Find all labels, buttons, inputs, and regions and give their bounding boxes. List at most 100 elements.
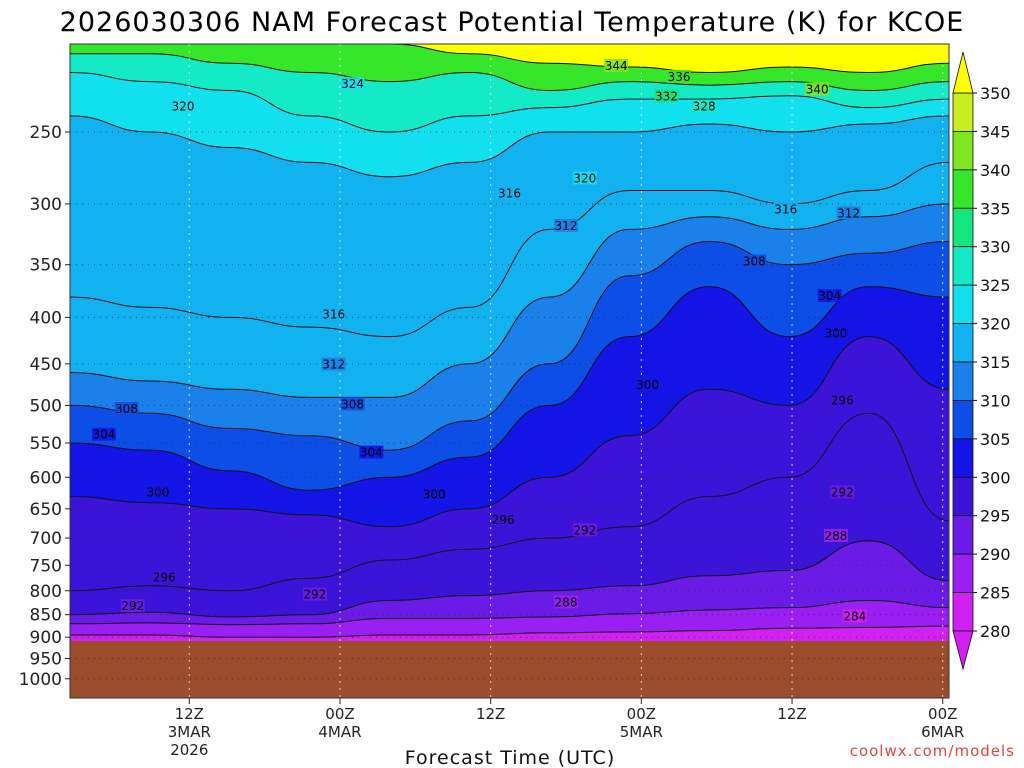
contour-label: 308	[743, 254, 766, 268]
x-tick-label: 00Z	[627, 705, 656, 723]
contour-label: 284	[843, 609, 866, 623]
y-tick-label: 1000	[19, 670, 62, 690]
x-tick-label: 5MAR	[620, 723, 663, 741]
contour-label: 308	[341, 397, 364, 411]
y-tick-label: 750	[30, 556, 62, 576]
colorbar-swatch-295	[952, 476, 974, 517]
contour-label: 332	[655, 89, 678, 103]
y-tick-label: 850	[30, 606, 62, 626]
colorbar-swatch-280	[952, 592, 974, 632]
colorbar-label: 280	[980, 622, 1011, 641]
contour-label-bg	[773, 202, 798, 216]
contour-label: 296	[492, 513, 515, 527]
y-tick-label: 250	[30, 123, 62, 143]
colorbar-swatch-305	[952, 400, 974, 440]
y-tick-label: 900	[30, 628, 62, 648]
x-tick-label: 12Z	[175, 705, 204, 723]
contour-label-bg	[340, 77, 365, 91]
colorbar-label: 340	[980, 161, 1011, 180]
isentrope-292	[69, 540, 950, 618]
contour-label: 304	[360, 446, 383, 460]
contour-label: 328	[693, 100, 716, 114]
contour-label: 312	[555, 219, 578, 233]
colorbar-label: 285	[980, 584, 1011, 603]
contour-label-bg	[359, 445, 384, 459]
contour-label: 300	[423, 487, 446, 501]
colorbar-bottom-arrow	[952, 630, 974, 671]
isentrope-296	[69, 412, 950, 592]
x-tick-label: 12Z	[476, 705, 505, 723]
contour-label: 292	[303, 588, 326, 602]
grid-lines	[70, 44, 949, 698]
plot-frame	[69, 43, 950, 699]
contour-label-bg	[830, 485, 855, 499]
contour-label-bg	[572, 523, 597, 537]
y-tick-label: 550	[30, 434, 62, 454]
isentrope-328	[69, 53, 950, 92]
contour-label-bg	[836, 206, 861, 220]
y-tick-label: 500	[30, 396, 62, 416]
contour-label-bg	[823, 326, 848, 340]
contour-label-bg	[823, 528, 848, 542]
colorbar-swatch-345	[952, 92, 974, 132]
colorbar-swatch-325	[952, 246, 974, 286]
theta-color-fills	[70, 44, 949, 698]
contour-label-bg	[667, 69, 692, 83]
y-axis: 2503003504004505005506006507007508008509…	[19, 123, 70, 690]
isentrope-316	[69, 161, 950, 338]
x-tick-label: 3MAR	[168, 723, 211, 741]
contour-label-bg	[635, 377, 660, 391]
contour-label: 308	[115, 402, 138, 416]
colorbar-label: 295	[980, 507, 1011, 526]
x-tick-label: 12Z	[777, 705, 806, 723]
contour-label-bg	[742, 254, 767, 268]
contour-label-bg	[114, 402, 139, 416]
colorbar: 350 345 340 335 330 325 320 315 310 305 300 295 290 2…	[952, 51, 1011, 671]
contour-label: 344	[605, 59, 628, 73]
contour-label: 316	[322, 307, 345, 321]
colorbar-swatch-315	[952, 323, 974, 363]
colorbar-label: 300	[980, 468, 1011, 487]
contour-label: 336	[668, 70, 691, 84]
isentrope-304	[69, 286, 950, 491]
contour-label-bg	[842, 609, 867, 623]
colorbar-label: 320	[980, 315, 1011, 334]
y-tick-label: 400	[30, 308, 62, 328]
colorbar-label: 315	[980, 353, 1011, 372]
contour-label: 316	[774, 202, 797, 216]
contour-label: 312	[322, 358, 345, 372]
y-tick-label: 800	[30, 582, 62, 602]
y-tick-label: 950	[30, 650, 62, 670]
contour-label-bg	[491, 512, 516, 526]
contour-label: 296	[153, 571, 176, 585]
colorbar-label: 290	[980, 545, 1011, 564]
x-tick-label: 00Z	[325, 705, 354, 723]
isentrope-288	[69, 599, 950, 626]
colorbar-swatch-285	[952, 553, 974, 593]
contour-label-bg	[692, 99, 717, 113]
colorbar-swatch-340	[952, 131, 974, 171]
x-tick-label: 2026	[170, 741, 208, 759]
contour-label-bg	[654, 89, 679, 103]
contour-label-bg	[497, 186, 522, 200]
contour-label-bg	[321, 307, 346, 321]
isentrope-320	[69, 115, 950, 178]
colorbar-top-arrow	[952, 51, 974, 94]
contour-label: 340	[806, 82, 829, 96]
contour-label-bg	[340, 397, 365, 411]
colorbar-label: 305	[980, 430, 1011, 449]
colorbar-label: 330	[980, 238, 1011, 257]
contour-label-bg	[422, 487, 447, 501]
contour-label: 292	[831, 485, 854, 499]
contour-label-bg	[91, 427, 116, 441]
contour-label: 292	[573, 523, 596, 537]
colorbar-label: 310	[980, 391, 1011, 410]
contour-label: 324	[341, 77, 364, 91]
colorbar-swatch-335	[952, 169, 974, 209]
contour-label-bg	[572, 171, 597, 185]
contour-label-bg	[120, 599, 145, 613]
contour-label-bg	[321, 357, 346, 371]
